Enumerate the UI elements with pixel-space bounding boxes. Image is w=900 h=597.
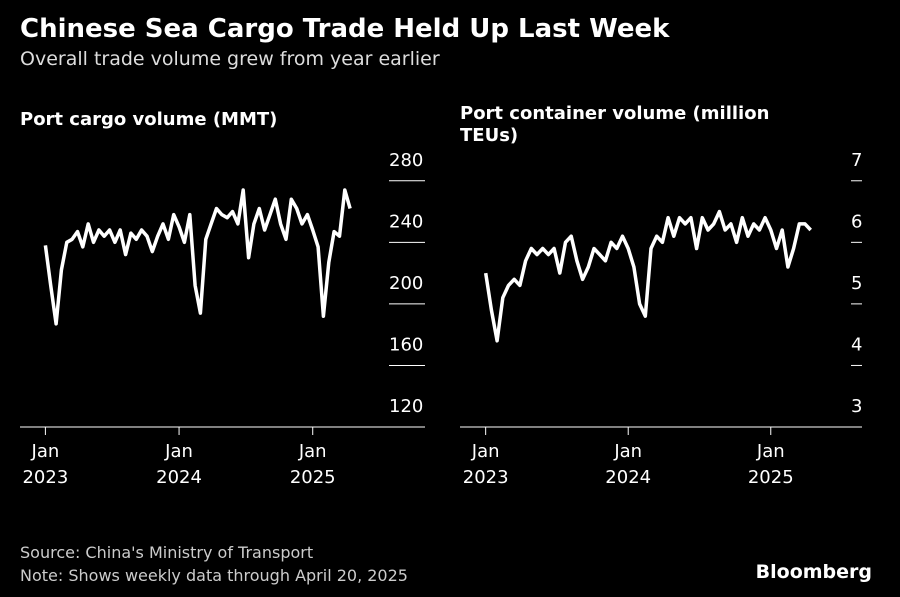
source: Source: China's Ministry of Transport — [20, 543, 314, 562]
note: Note: Shows weekly data through April 20… — [20, 566, 408, 585]
y-tick-label: 280 — [389, 150, 423, 171]
y-tick-label: 240 — [389, 211, 423, 232]
y-tick-label: 6 — [851, 211, 862, 232]
subtitle: Overall trade volume grew from year earl… — [20, 48, 440, 70]
y-tick-label: 160 — [389, 334, 423, 355]
x-tick-label: Jan 2023 — [22, 441, 68, 488]
title: Chinese Sea Cargo Trade Held Up Last Wee… — [20, 14, 670, 44]
x-tick-label: Jan 2024 — [156, 441, 202, 488]
y-tick-label: 4 — [851, 334, 862, 355]
brand: Bloomberg — [755, 561, 872, 583]
panel-title: Port container volume (million TEUs) — [460, 103, 770, 146]
line-series — [483, 209, 812, 343]
y-tick-label: 5 — [851, 273, 862, 294]
x-tick-label: Jan 2024 — [605, 441, 651, 488]
line-series — [43, 188, 352, 326]
y-tick-label: 120 — [389, 396, 423, 417]
panel-title: Port cargo volume (MMT) — [20, 109, 278, 130]
x-tick-label: Jan 2023 — [463, 441, 509, 488]
x-tick-label: Jan 2025 — [290, 441, 336, 488]
y-tick-label: 3 — [851, 396, 862, 417]
y-tick-label: 7 — [851, 150, 862, 171]
x-tick-label: Jan 2025 — [748, 441, 794, 488]
y-tick-label: 200 — [389, 273, 423, 294]
